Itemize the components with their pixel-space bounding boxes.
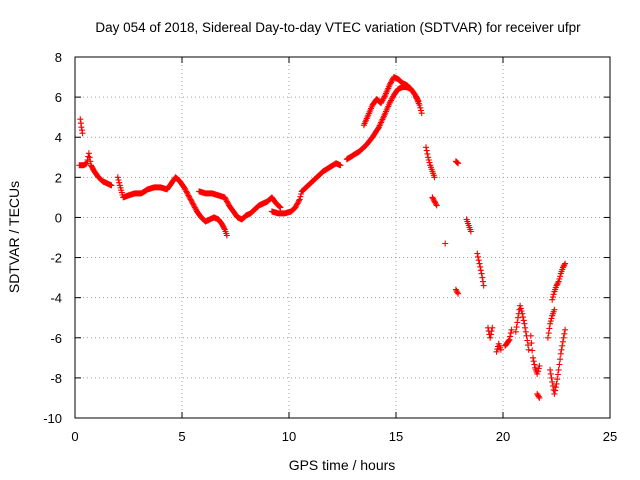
y-tick-label: 4 bbox=[55, 130, 62, 145]
x-tick-label: 20 bbox=[496, 429, 510, 444]
y-tick-label: 0 bbox=[55, 210, 62, 225]
axis-ticks bbox=[74, 56, 611, 419]
y-tick-label: -2 bbox=[50, 251, 62, 266]
y-tick-label: 8 bbox=[55, 50, 62, 65]
y-tick-label: 2 bbox=[55, 170, 62, 185]
y-tick-label: -8 bbox=[50, 371, 62, 386]
data-points bbox=[76, 74, 569, 401]
x-tick-label: 5 bbox=[178, 429, 185, 444]
y-tick-label: -6 bbox=[50, 331, 62, 346]
grid bbox=[75, 57, 610, 418]
y-axis-label: SDTVAR / TECUs bbox=[6, 181, 22, 293]
x-tick-label: 0 bbox=[71, 429, 78, 444]
x-tick-label: 25 bbox=[603, 429, 617, 444]
y-tick-label: -10 bbox=[43, 411, 62, 426]
x-tick-label: 15 bbox=[389, 429, 403, 444]
plot-frame bbox=[74, 56, 611, 419]
y-tick-label: -4 bbox=[50, 291, 62, 306]
series-markers bbox=[76, 74, 569, 401]
x-axis-label: GPS time / hours bbox=[289, 457, 396, 473]
chart-title: Day 054 of 2018, Sidereal Day-to-day VTE… bbox=[95, 20, 581, 35]
x-tick-label: 10 bbox=[282, 429, 296, 444]
y-tick-label: 6 bbox=[55, 90, 62, 105]
tick-labels: 0 5 10 15 20 25 -10 -8 -6 -4 -2 0 2 4 6 8 bbox=[43, 50, 617, 444]
